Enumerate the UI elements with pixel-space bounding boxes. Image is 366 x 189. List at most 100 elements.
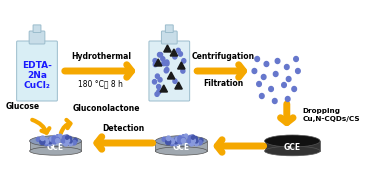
Circle shape [174, 139, 178, 144]
Circle shape [63, 135, 67, 140]
Circle shape [63, 141, 68, 146]
Circle shape [181, 137, 186, 142]
Text: 2Na: 2Na [27, 70, 47, 80]
Circle shape [166, 140, 169, 144]
Circle shape [269, 87, 273, 91]
Circle shape [157, 89, 161, 94]
Circle shape [164, 68, 168, 73]
Polygon shape [168, 72, 175, 79]
Circle shape [179, 136, 182, 139]
FancyBboxPatch shape [156, 141, 207, 151]
Circle shape [72, 140, 76, 145]
Text: Cu,N-CQDs/CS: Cu,N-CQDs/CS [303, 116, 360, 122]
Circle shape [52, 139, 57, 144]
Circle shape [187, 139, 191, 143]
Circle shape [178, 139, 183, 144]
Circle shape [50, 137, 53, 141]
Circle shape [191, 135, 195, 140]
Circle shape [68, 137, 71, 141]
Circle shape [153, 59, 157, 63]
Circle shape [173, 79, 177, 83]
Circle shape [272, 98, 277, 104]
Circle shape [162, 137, 166, 141]
Circle shape [189, 141, 194, 146]
FancyBboxPatch shape [149, 41, 190, 101]
Circle shape [170, 139, 174, 143]
Circle shape [61, 139, 65, 143]
Circle shape [178, 52, 183, 56]
Circle shape [284, 64, 289, 70]
FancyBboxPatch shape [33, 25, 41, 33]
Circle shape [153, 80, 157, 84]
Circle shape [46, 142, 49, 145]
Circle shape [180, 136, 185, 142]
Text: Gluconolactone: Gluconolactone [72, 104, 140, 113]
Circle shape [56, 139, 60, 143]
Circle shape [44, 139, 49, 144]
Circle shape [49, 137, 53, 142]
Circle shape [66, 139, 70, 143]
Circle shape [257, 81, 261, 87]
Ellipse shape [30, 136, 81, 146]
FancyBboxPatch shape [161, 31, 177, 44]
Circle shape [294, 57, 298, 61]
Circle shape [264, 61, 269, 67]
Circle shape [176, 48, 180, 53]
Circle shape [259, 94, 264, 98]
Circle shape [193, 136, 197, 141]
Circle shape [153, 62, 157, 67]
Circle shape [188, 135, 193, 140]
Circle shape [40, 139, 45, 145]
Circle shape [286, 77, 291, 81]
Circle shape [155, 92, 159, 96]
FancyBboxPatch shape [165, 25, 173, 33]
Circle shape [66, 136, 68, 139]
Polygon shape [170, 49, 178, 56]
Circle shape [198, 140, 202, 145]
Circle shape [191, 136, 194, 139]
Circle shape [173, 55, 177, 59]
Polygon shape [154, 59, 162, 66]
Text: GCE: GCE [173, 143, 190, 152]
Circle shape [285, 97, 290, 101]
Circle shape [165, 60, 169, 64]
Circle shape [167, 139, 172, 144]
Circle shape [69, 142, 72, 146]
FancyBboxPatch shape [30, 141, 81, 151]
Circle shape [52, 136, 56, 140]
Ellipse shape [265, 135, 320, 147]
Circle shape [69, 140, 72, 143]
Circle shape [255, 57, 259, 61]
Circle shape [170, 139, 175, 144]
Circle shape [184, 134, 188, 138]
Circle shape [193, 137, 197, 141]
Circle shape [67, 136, 72, 141]
Text: Centrifugation: Centrifugation [191, 52, 254, 61]
Circle shape [178, 136, 182, 140]
Text: CuCl₂: CuCl₂ [23, 81, 51, 90]
Circle shape [53, 136, 56, 139]
Polygon shape [175, 82, 182, 89]
Polygon shape [164, 45, 171, 52]
Circle shape [273, 71, 278, 77]
Circle shape [282, 83, 286, 88]
Circle shape [170, 139, 174, 143]
Text: EDTA-: EDTA- [22, 60, 52, 70]
Circle shape [174, 143, 177, 146]
Circle shape [170, 142, 174, 146]
FancyBboxPatch shape [29, 31, 45, 44]
Circle shape [161, 57, 165, 61]
Text: Filtration: Filtration [203, 79, 243, 88]
Circle shape [165, 62, 169, 66]
Circle shape [162, 61, 166, 66]
Circle shape [158, 53, 163, 57]
Circle shape [65, 135, 69, 140]
Circle shape [179, 137, 184, 142]
Circle shape [44, 139, 48, 143]
Circle shape [165, 67, 169, 72]
Circle shape [44, 142, 48, 146]
Ellipse shape [156, 136, 207, 146]
Circle shape [172, 142, 175, 145]
Circle shape [167, 136, 171, 141]
Circle shape [55, 137, 60, 142]
